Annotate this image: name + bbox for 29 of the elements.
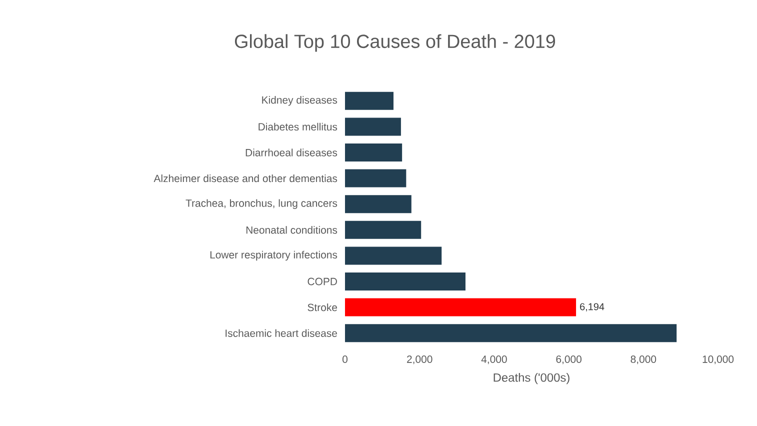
x-tick-label: 8,000 <box>630 356 656 364</box>
bar <box>345 246 442 265</box>
y-tick-label: Lower respiratory infections <box>210 250 338 261</box>
y-tick-label: Alzheimer disease and other dementias <box>154 174 338 182</box>
y-tick-label: Neonatal conditions <box>246 226 338 234</box>
bar <box>345 92 394 110</box>
x-tick-label: 4,000 <box>481 356 507 364</box>
y-tick-label: Stroke <box>308 303 338 312</box>
y-tick-label: Trachea, bronchus, lung cancers <box>186 199 338 209</box>
x-tick-label: 6,000 <box>556 356 582 364</box>
y-tick-label: Diabetes mellitus <box>258 122 338 131</box>
y-tick-label: Kidney diseases <box>262 96 338 106</box>
bar <box>345 169 406 188</box>
y-tick-label: Diarrhoeal diseases <box>246 148 338 156</box>
bar <box>345 298 576 316</box>
x-tick-label: 10,000 <box>702 356 734 364</box>
y-tick-label: Ischaemic heart disease <box>226 329 337 337</box>
x-axis-title: Deaths ('000s) <box>494 373 570 384</box>
x-tick-label: 0 <box>342 356 348 363</box>
bar <box>345 195 412 214</box>
bar <box>345 143 402 162</box>
y-tick-label: COPD <box>308 278 337 286</box>
chart-title: Global Top 10 Causes of Death - 2019 <box>234 34 556 52</box>
bar <box>345 324 677 342</box>
bar <box>345 220 422 239</box>
bar <box>345 118 401 136</box>
x-tick-label: 2,000 <box>407 356 432 364</box>
bar <box>345 272 466 290</box>
data-label: 6,194 <box>580 303 604 312</box>
